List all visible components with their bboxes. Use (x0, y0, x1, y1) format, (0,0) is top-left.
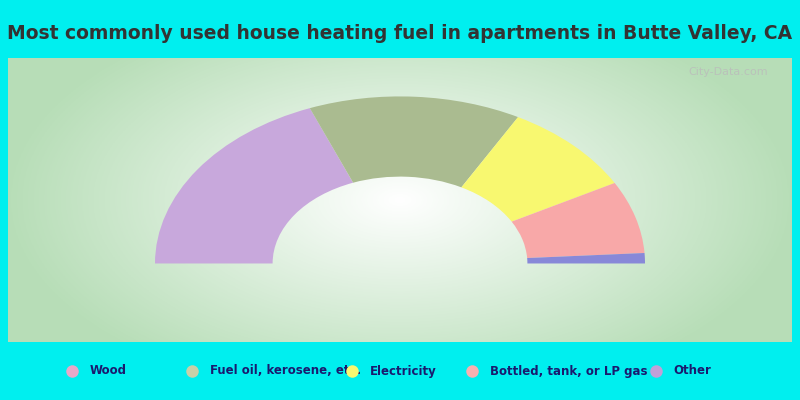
Wedge shape (310, 96, 518, 187)
Text: Wood: Wood (90, 364, 126, 378)
Text: City-Data.com: City-Data.com (689, 66, 769, 76)
Wedge shape (512, 183, 645, 258)
Text: Fuel oil, kerosene, etc.: Fuel oil, kerosene, etc. (210, 364, 361, 378)
Text: Other: Other (674, 364, 711, 378)
Wedge shape (527, 253, 645, 264)
Text: Bottled, tank, or LP gas: Bottled, tank, or LP gas (490, 364, 647, 378)
Text: Electricity: Electricity (370, 364, 436, 378)
Wedge shape (155, 108, 353, 264)
Wedge shape (462, 117, 614, 222)
Text: Most commonly used house heating fuel in apartments in Butte Valley, CA: Most commonly used house heating fuel in… (7, 24, 793, 43)
